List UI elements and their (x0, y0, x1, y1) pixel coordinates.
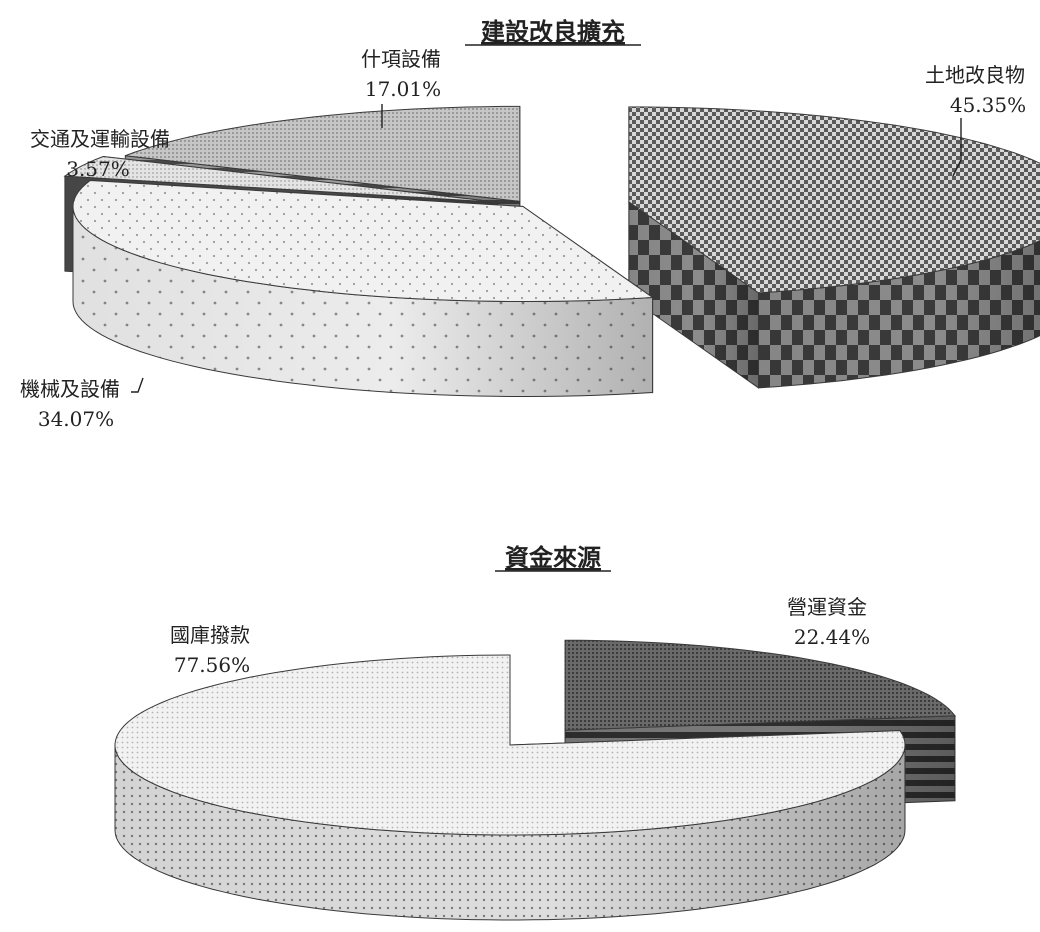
slice-label-value: 17.01% (365, 77, 441, 101)
slice-label-transport: 交通及運輸設備 3.57% (30, 127, 170, 181)
slice-label-land: 土地改良物 45.35% (925, 63, 1026, 177)
slice-label-name: 什項設備 (361, 47, 441, 71)
slice-top (125, 105, 521, 202)
pie-slice (628, 106, 1040, 389)
pie-slices (114, 639, 957, 921)
slice-label-value: 34.07% (38, 407, 114, 431)
pie-slice (114, 654, 906, 921)
slice-label-operating: 營運資金 22.44% (787, 595, 870, 649)
slice-label-machinery: 機械及設備 34.07% (20, 377, 144, 431)
chart-title: 資金來源 (505, 543, 601, 572)
leader-line (952, 118, 962, 177)
slice-label-name: 營運資金 (787, 595, 867, 619)
slice-label-value: 45.35% (950, 93, 1026, 117)
slice-top (114, 654, 906, 836)
slice-label-misc: 什項設備 17.01% (361, 47, 441, 128)
slice-label-value: 22.44% (794, 625, 870, 649)
chart-title: 建設改良擴充 (481, 17, 625, 46)
slice-label-name: 交通及運輸設備 (30, 127, 170, 151)
pie-slices (63, 105, 1040, 397)
pie-chart-construction: 建設改良擴充 土地改良物 45.35% 機械及設備 34.07% 交通及運輸設備… (20, 17, 1040, 431)
slice-top (63, 155, 498, 203)
slice-label-value: 3.57% (66, 157, 130, 181)
slice-label-name: 國庫撥款 (170, 623, 250, 647)
slice-top (72, 179, 655, 302)
slice-shading (73, 206, 653, 397)
leader-line (131, 377, 144, 393)
slice-top (564, 639, 957, 731)
slice-label-treasury: 國庫撥款 77.56% (170, 623, 250, 677)
slice-label-name: 機械及設備 (20, 377, 120, 401)
slice-top (628, 106, 1040, 294)
pie-slice (72, 179, 655, 397)
slice-shading (628, 201, 759, 388)
slice-label-name: 土地改良物 (925, 63, 1025, 87)
pie-chart-funding: 資金來源 營運資金 22.44% 國庫撥款 77.56% (114, 543, 957, 921)
slice-label-value: 77.56% (174, 653, 250, 677)
slice-shading (115, 745, 905, 920)
slice-shading (758, 240, 1040, 388)
